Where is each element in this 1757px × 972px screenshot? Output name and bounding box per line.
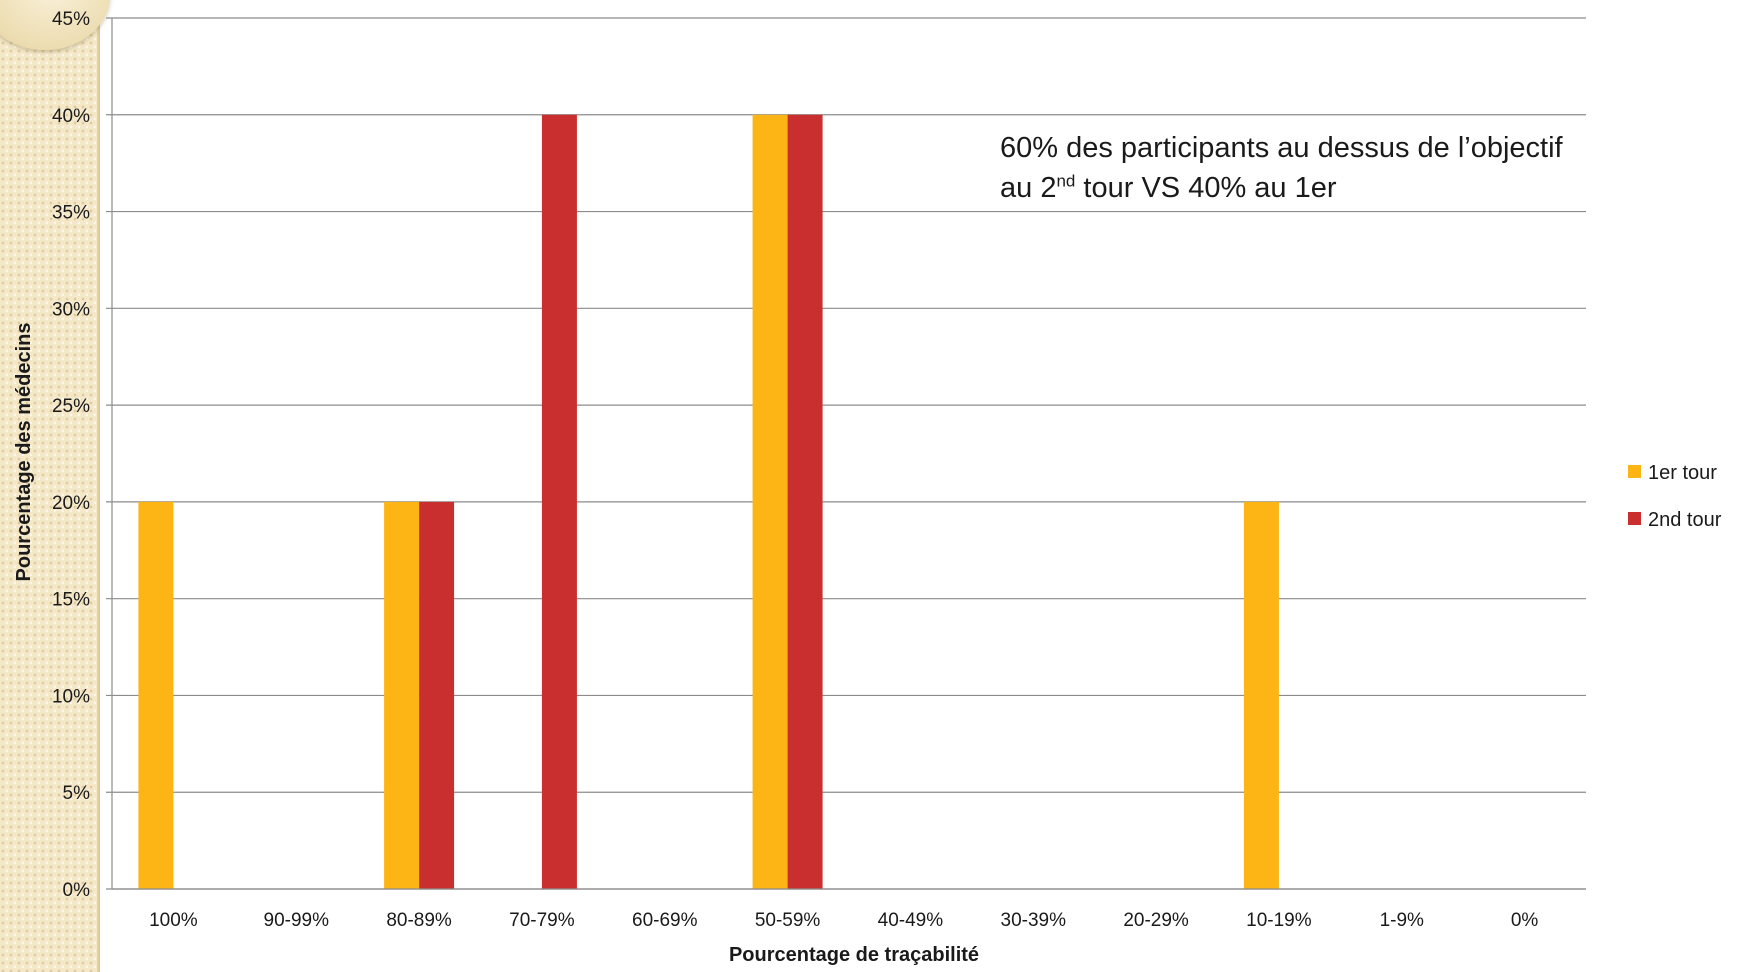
y-tick-label-3: 15% <box>52 590 90 611</box>
bar-1er-tour-9 <box>1243 501 1279 889</box>
bar-2nd-tour-3 <box>541 114 577 890</box>
legend: 1er tour 2nd tour <box>1628 462 1722 531</box>
decorative-side-border <box>0 0 100 972</box>
x-tick-label-6: 40-49% <box>878 910 944 931</box>
legend-swatch-1er-tour <box>1628 465 1641 478</box>
y-tick-label-8: 40% <box>52 106 90 127</box>
annotation-line-1: 60% des participants au dessus de l’obje… <box>1000 132 1563 164</box>
chart-annotation: 60% des participants au dessus de l’obje… <box>1000 128 1720 208</box>
x-tick-labels: 100% 90-99% 80-89% 70-79% 60-69% 50-59% 40-49%… <box>149 910 1538 931</box>
x-tick-label-11: 0% <box>1511 910 1539 931</box>
x-tick-label-4: 60-69% <box>632 910 698 931</box>
bar-2nd-tour-5 <box>787 114 823 890</box>
x-tick-label-5: 50-59% <box>755 910 821 931</box>
y-tick-label-1: 5% <box>63 783 91 804</box>
x-tick-label-3: 70-79% <box>509 910 575 931</box>
y-axis-title: Pourcentage des médecins <box>13 323 35 582</box>
side-border-edge <box>97 0 100 972</box>
legend-swatch-2nd-tour <box>1628 512 1641 525</box>
x-tick-label-7: 30-39% <box>1001 910 1067 931</box>
y-tick-labels: 0% 5% 10% 15% 20% 25% 30% 35% 40% 45% <box>52 9 90 901</box>
x-tick-label-9: 10-19% <box>1246 910 1312 931</box>
bar-1er-tour-5 <box>752 114 788 890</box>
x-tick-label-8: 20-29% <box>1123 910 1189 931</box>
bar-1er-tour-2 <box>384 501 420 889</box>
bars <box>138 114 1279 890</box>
x-axis-title: Pourcentage de traçabilité <box>729 944 979 966</box>
y-tick-label-6: 30% <box>52 299 90 320</box>
bar-1er-tour-0 <box>138 501 174 889</box>
legend-item-1er-tour: 1er tour <box>1628 462 1717 484</box>
y-tick-label-0: 0% <box>63 880 91 901</box>
x-tick-label-10: 1-9% <box>1380 910 1424 931</box>
x-tick-label-2: 80-89% <box>386 910 452 931</box>
annotation-line-2-suffix: tour VS 40% au 1er <box>1075 172 1337 204</box>
y-tick-label-9: 45% <box>52 9 90 30</box>
y-tick-label-5: 25% <box>52 396 90 417</box>
y-tick-label-2: 10% <box>52 686 90 707</box>
annotation-line-2-sup: nd <box>1056 171 1076 191</box>
bar-2nd-tour-2 <box>419 501 455 889</box>
legend-label-1er-tour: 1er tour <box>1648 462 1717 484</box>
y-tick-label-4: 20% <box>52 493 90 514</box>
x-tick-label-1: 90-99% <box>264 910 330 931</box>
axes <box>111 18 1586 890</box>
legend-label-2nd-tour: 2nd tour <box>1648 509 1722 531</box>
annotation-line-2-prefix: au 2 <box>1000 172 1057 204</box>
y-tick-label-7: 35% <box>52 203 90 224</box>
x-tick-label-0: 100% <box>149 910 198 931</box>
legend-item-2nd-tour: 2nd tour <box>1628 509 1722 531</box>
